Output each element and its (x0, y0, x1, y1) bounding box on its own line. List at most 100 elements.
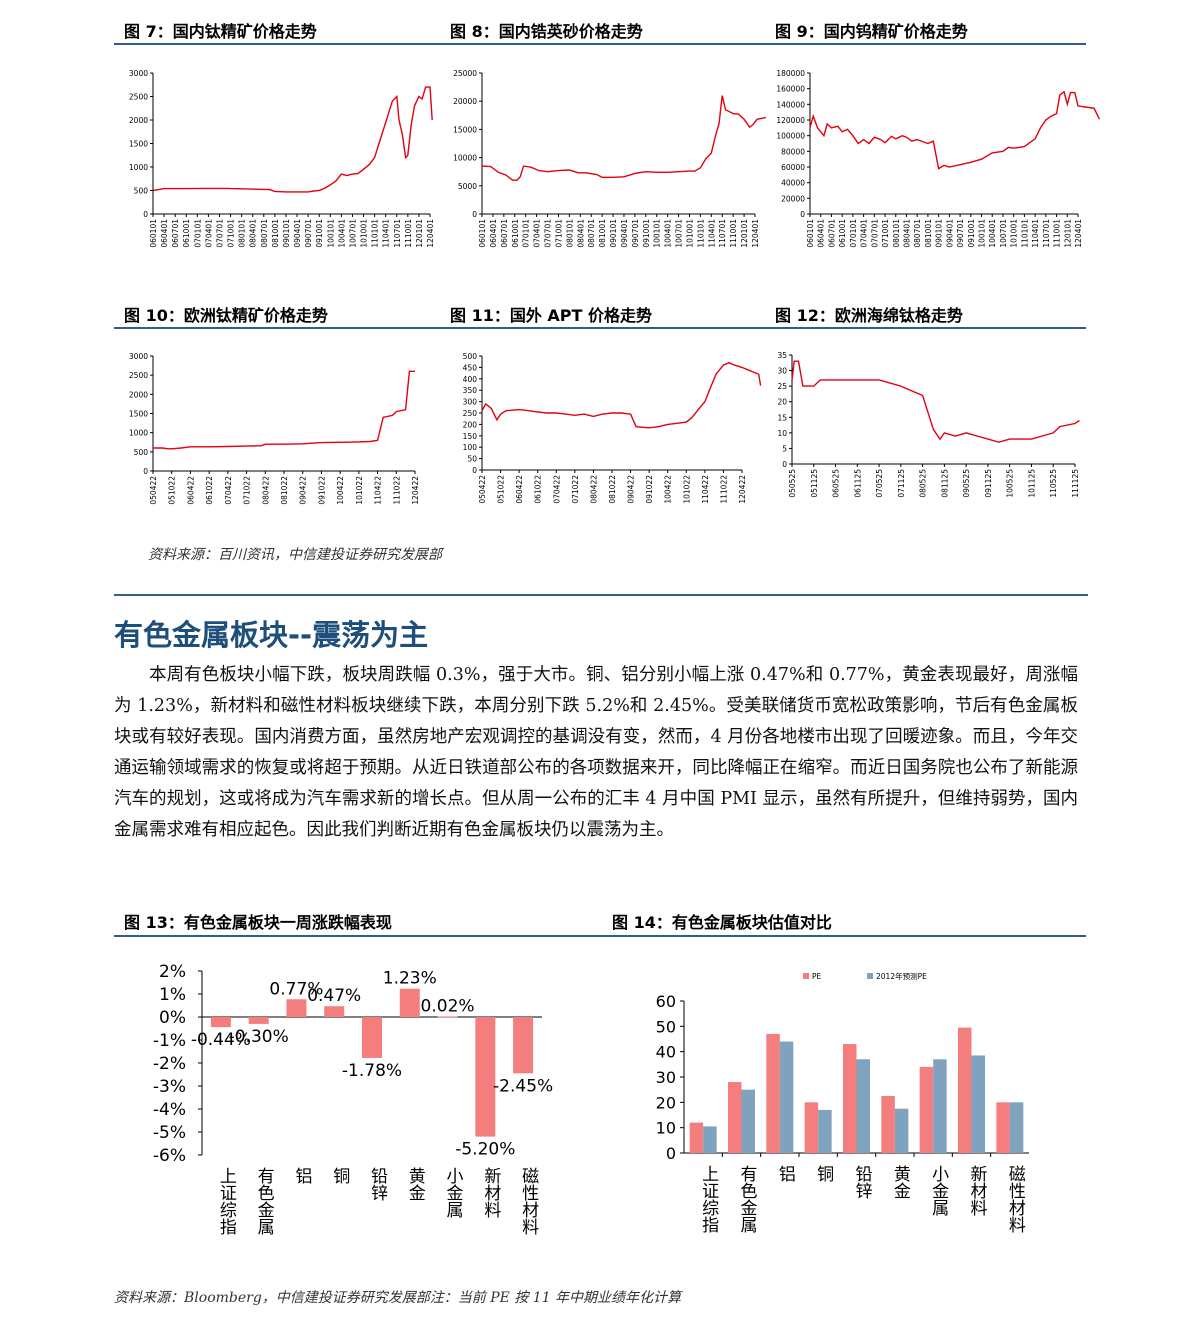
x-tick-label: 100101 (653, 219, 662, 248)
x-tick-label: 110401 (707, 219, 716, 248)
y-tick-label: 0 (472, 210, 477, 219)
bar-上证综指-PE (689, 1122, 704, 1153)
bar-有色金属-PE (728, 1082, 742, 1153)
x-tick-label: 100401 (664, 219, 673, 248)
x-tick-label: 080701 (913, 219, 922, 248)
data-label: -5.20% (455, 1140, 515, 1160)
x-tick-label: 080701 (587, 219, 596, 248)
x-tick-label: 060101 (806, 219, 815, 248)
x-tick-label: 091001 (967, 219, 976, 248)
x-tick-label: 120422 (738, 475, 747, 504)
legend: PE 2012年预测PE (803, 971, 927, 981)
y-tick-label: -2% (153, 1054, 186, 1074)
x-tick-label: 100701 (675, 219, 684, 248)
y-tick-label: 10000 (453, 154, 477, 163)
x-tick-label: 080701 (260, 219, 269, 248)
x-tick-label: 080525 (919, 469, 928, 498)
x-tick-label: 100101 (326, 219, 335, 248)
x-tick-label: 120401 (426, 219, 435, 248)
y-tick-label: 10 (777, 429, 787, 438)
category-label: 新材料 (480, 1167, 501, 1218)
category-label: 黄金 (405, 1167, 426, 1201)
x-tick-label: 060401 (489, 219, 498, 248)
figure-14-chart: PE 2012年预测PE 0 10 20 30 40 50 60 上证综指 有色金属铝铜铅锌 黄金 小金… (656, 971, 1029, 1234)
bar-小金属-PE (919, 1066, 934, 1153)
x-tick-label: 090422 (299, 476, 308, 505)
figure-12-title: 图 12：欧洲海绵钛格走势 (775, 306, 963, 325)
x-tick-label: 050422 (149, 476, 158, 505)
x-tick-label: 060401 (817, 219, 826, 248)
x-tick-label: 061022 (534, 475, 543, 504)
x-tick-label: 120101 (415, 219, 424, 248)
figure-13-chart: 2% 1% 0% -1% -2% -3% -4% -5% -6% -0.44% 上证综指 -0.30%… (153, 962, 553, 1236)
data-label: 0.47% (307, 986, 361, 1006)
x-tick-label: 101001 (360, 219, 369, 248)
y-tick-label: 20 (777, 398, 787, 407)
data-label: 0.77% (269, 979, 323, 999)
x-tick-label: 101022 (682, 475, 691, 504)
price-line (153, 370, 415, 450)
x-tick-label: 080422 (261, 476, 270, 505)
y-tick-label: 60000 (781, 163, 805, 172)
x-tick-label: 050525 (788, 469, 797, 498)
category-label: 小金属 (928, 1165, 949, 1216)
figure-8-chart: 0 5000 10000 15000 20000 25000 060101 060401 060… (453, 69, 767, 248)
x-tick-label: 110101 (371, 219, 380, 248)
bar-小金属 (437, 1016, 458, 1018)
figure-12-chart: 0 5 10 15 20 25 30 35 050525 051125 060525 061125 07… (777, 351, 1080, 498)
y-tick-label: 250 (463, 409, 478, 418)
y-tick-label: 15 (777, 413, 787, 422)
x-tick-label: 100422 (336, 476, 345, 505)
x-tick-label: 090101 (609, 219, 618, 248)
y-tick-label: 100 (463, 443, 478, 452)
x-tick-label: 090701 (956, 219, 965, 248)
y-tick-label: 30 (777, 367, 787, 376)
legend-swatch (803, 973, 809, 979)
x-tick-label: 090422 (627, 475, 636, 504)
x-tick-label: 101001 (1010, 219, 1019, 248)
x-tick-label: 100525 (1006, 469, 1015, 498)
x-tick-label: 081001 (924, 219, 933, 248)
x-tick-label: 050422 (478, 475, 487, 504)
y-tick-label: 5 (782, 444, 787, 453)
x-tick-label: 071001 (227, 219, 236, 248)
x-tick-label: 091022 (645, 475, 654, 504)
price-line (481, 95, 767, 181)
x-tick-label: 120401 (751, 219, 760, 248)
data-label: -0.44% (191, 1030, 251, 1050)
bar-铝-2012年预测PE (779, 1041, 794, 1153)
bar-铅锌-PE (843, 1044, 857, 1153)
x-tick-label: 061001 (511, 219, 520, 248)
x-tick-label: 110401 (1031, 219, 1040, 248)
x-tick-label: 071001 (881, 219, 890, 248)
x-tick-label: 071125 (897, 469, 906, 498)
bar-黄金-PE (881, 1096, 895, 1153)
category-label: 小金属 (443, 1167, 464, 1218)
y-tick-label: 3000 (129, 352, 148, 361)
x-tick-label: 070401 (533, 219, 542, 248)
x-tick-label: 060701 (500, 219, 509, 248)
bar-铝-PE (766, 1033, 780, 1153)
x-tick-label: 110525 (1049, 469, 1058, 498)
category-label: 铝 (775, 1165, 796, 1182)
y-tick-label: -6% (153, 1146, 186, 1166)
category-label: 上证综指 (698, 1165, 719, 1234)
x-tick-label: 070701 (870, 219, 879, 248)
x-tick-label: 110422 (374, 476, 383, 505)
bar-上证综指-2012年预测PE (703, 1126, 717, 1153)
x-tick-label: 070422 (552, 475, 561, 504)
category-label: 有色金属 (254, 1167, 275, 1235)
bar-铅锌-2012年预测PE (856, 1059, 870, 1153)
y-tick-label: 1500 (129, 140, 148, 149)
y-tick-label: 400 (463, 375, 478, 384)
y-tick-label: 0 (782, 460, 787, 469)
x-tick-label: 080401 (576, 219, 585, 248)
bar-铜-2012年预测PE (818, 1109, 832, 1153)
category-label: 新材料 (967, 1165, 988, 1216)
y-tick-label: 20000 (453, 97, 477, 106)
y-tick-label: 0 (143, 210, 148, 219)
price-line (791, 360, 1080, 443)
bar-黄金-2012年预测PE (894, 1108, 909, 1153)
x-tick-label: 110701 (1042, 219, 1051, 248)
bar-有色金属 (248, 1017, 269, 1024)
